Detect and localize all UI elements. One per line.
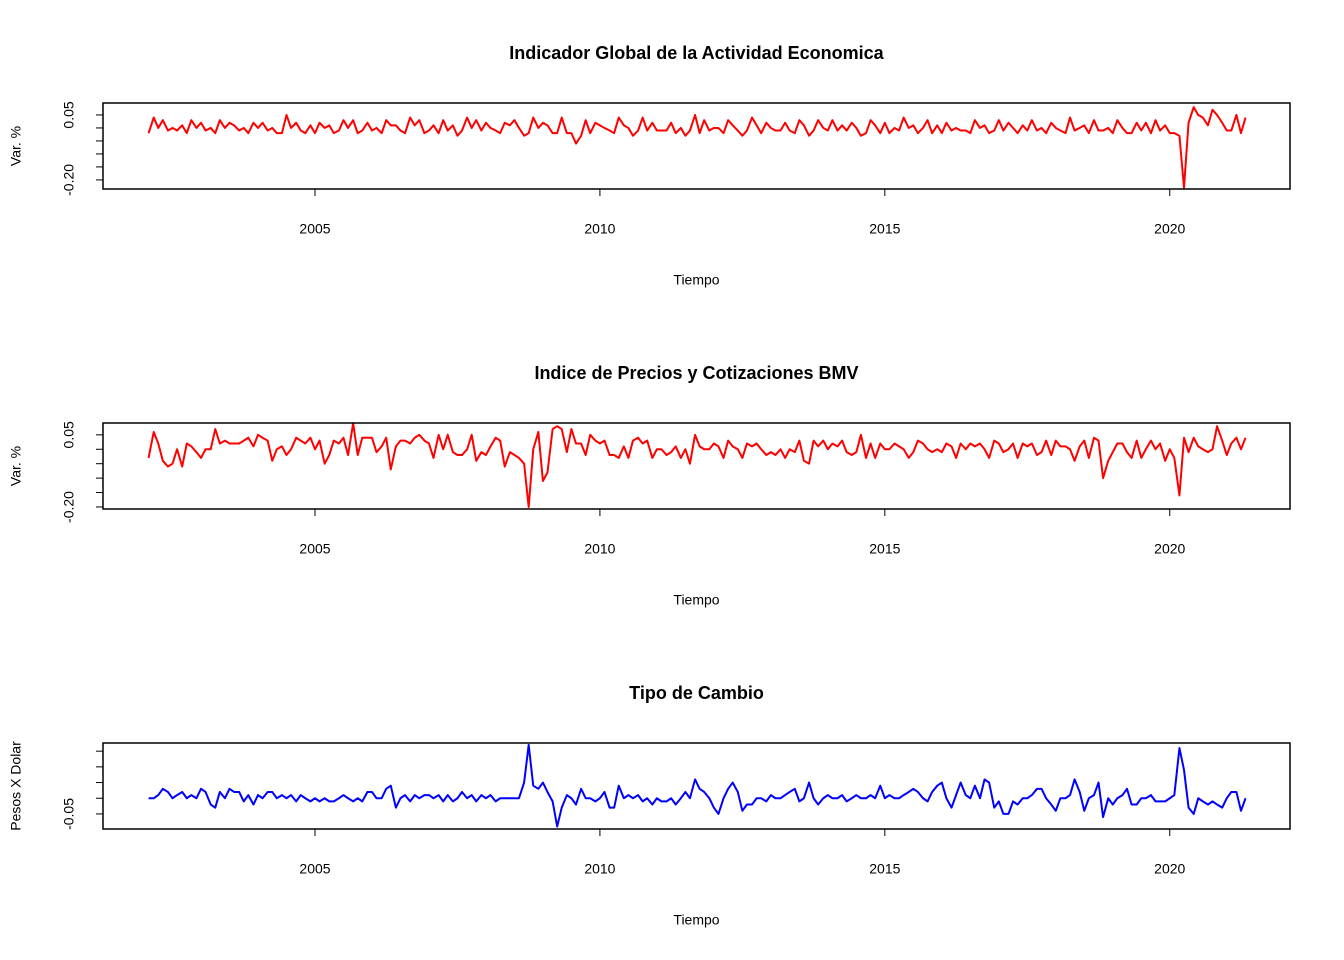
x-tick-label: 2020	[1154, 541, 1185, 557]
y-tick-label: 0.05	[61, 101, 77, 128]
data-line	[148, 743, 1247, 828]
chart-title: Tipo de Cambio	[629, 683, 764, 703]
x-tick-label: 2020	[1154, 861, 1185, 877]
x-tick-label: 2005	[299, 541, 330, 557]
x-tick-label: 2010	[584, 861, 615, 877]
chart-title: Indice de Precios y Cotizaciones BMV	[534, 363, 858, 383]
x-axis-title: Tiempo	[673, 592, 719, 608]
plot-frame	[102, 742, 1291, 830]
x-tick-label: 2015	[869, 221, 900, 237]
y-axis-title: Pesos X Dolar	[8, 741, 24, 831]
x-axis-title: Tiempo	[673, 912, 719, 928]
plot-frame	[102, 422, 1291, 510]
x-tick-label: 2015	[869, 861, 900, 877]
x-tick-label: 2020	[1154, 221, 1185, 237]
y-tick-label: -0.20	[61, 491, 77, 523]
y-tick-label: -0.05	[61, 798, 77, 830]
y-axis-title: Var. %	[8, 446, 24, 486]
data-line	[147, 422, 1247, 508]
data-line	[147, 106, 1247, 189]
plot-frame	[102, 102, 1291, 190]
x-tick-label: 2010	[584, 541, 615, 557]
y-tick-label: 0.05	[61, 421, 77, 448]
x-tick-label: 2005	[299, 861, 330, 877]
x-tick-label: 2015	[869, 541, 900, 557]
x-tick-label: 2005	[299, 221, 330, 237]
y-tick-label: -0.20	[61, 164, 77, 196]
x-tick-label: 2010	[584, 221, 615, 237]
chart-title: Indicador Global de la Actividad Economi…	[509, 43, 884, 63]
x-axis-title: Tiempo	[673, 272, 719, 288]
y-axis-title: Var. %	[8, 126, 24, 166]
